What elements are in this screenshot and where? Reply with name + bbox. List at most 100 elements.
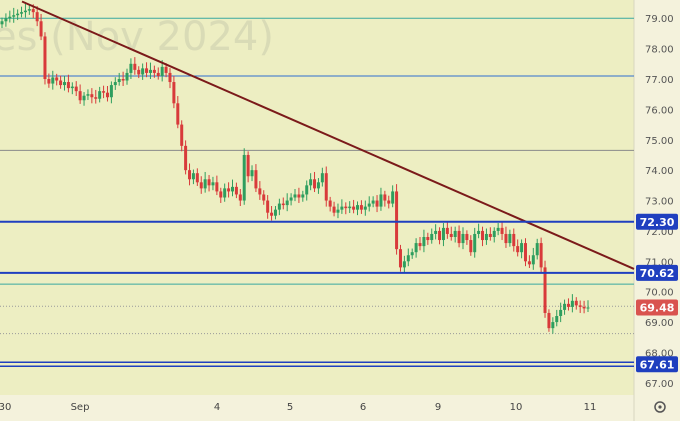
y-tick-label: 71.00 (645, 257, 674, 268)
candle-body (168, 72, 172, 83)
candle-body (367, 203, 371, 207)
candle-body (102, 91, 106, 93)
candle-body (51, 77, 55, 84)
y-tick-label: 74.00 (645, 166, 674, 177)
candle-body (148, 69, 152, 73)
candle-body (418, 243, 422, 247)
candle-body (563, 303, 567, 310)
candle-body (523, 243, 527, 262)
candle-body (457, 230, 461, 244)
candle-body (160, 66, 164, 76)
candle-body (254, 170, 258, 189)
candle-body (43, 36, 47, 79)
candle-body (512, 233, 516, 247)
candle-body (469, 240, 473, 253)
candle-body (133, 63, 137, 70)
candle-body (406, 255, 410, 262)
last-price-tag: 69.48 (640, 301, 675, 314)
candle-body (383, 194, 387, 201)
candle-body (363, 206, 367, 210)
candle-body (70, 86, 74, 89)
candle-body (31, 9, 35, 13)
y-tick-label: 78.00 (645, 45, 674, 56)
candle-body (570, 300, 574, 307)
candle-body (35, 12, 39, 22)
level-price-tag-bg (636, 264, 678, 281)
candle-body (348, 206, 352, 209)
candle-body (359, 205, 363, 210)
level-price-tag-bg (636, 213, 678, 230)
candle-body (156, 72, 160, 76)
candle-body (477, 230, 481, 234)
candle-body (277, 203, 281, 210)
candle-body (586, 307, 590, 309)
candle-body (426, 237, 430, 241)
x-tick-label: 4 (214, 402, 220, 413)
x-tick-label: 9 (435, 402, 441, 413)
candle-body (543, 267, 547, 313)
y-tick-label: 69.00 (645, 318, 674, 329)
candle-body (379, 194, 383, 207)
candle-body (559, 309, 563, 316)
candle-body (8, 16, 12, 19)
level-price-tag: 72.30 (640, 216, 675, 229)
candle-body (566, 303, 570, 307)
candle-body (82, 95, 86, 101)
candle-body (375, 200, 379, 207)
candle-body (332, 206, 336, 213)
candle-body (574, 300, 578, 306)
candle-body (86, 94, 90, 96)
candle-body (438, 230, 442, 241)
candle-body (215, 182, 219, 192)
trendline (21, 0, 635, 270)
candle-body (20, 12, 24, 14)
candle-body (90, 94, 94, 98)
candle-body (305, 185, 309, 195)
candle-body (227, 188, 231, 192)
x-tick-label: 10 (510, 402, 523, 413)
candle-body (137, 69, 141, 75)
candle-body (328, 200, 332, 207)
y-tick-label: 76.00 (645, 105, 674, 116)
y-tick-label: 70.00 (645, 288, 674, 299)
candle-body (289, 197, 293, 201)
y-tick-label: 68.00 (645, 348, 674, 359)
candle-body (203, 179, 207, 189)
candle-body (55, 77, 59, 81)
candle-body (508, 233, 512, 244)
candle-body (473, 233, 477, 253)
candle-body (273, 209, 277, 216)
candle-body (63, 82, 67, 86)
candle-body (59, 80, 63, 86)
candle-body (266, 200, 270, 213)
candle-body (223, 188, 227, 198)
candle-body (285, 200, 289, 206)
candle-body (219, 191, 223, 198)
candle-body (453, 230, 457, 237)
candle-body (125, 72, 129, 81)
candle-body (164, 66, 168, 73)
candle-body (0, 21, 4, 25)
gear-icon[interactable] (654, 401, 666, 413)
candle-body (391, 191, 395, 204)
y-tick-label: 79.00 (645, 14, 674, 25)
candle-body (230, 186, 234, 192)
candle-body (481, 230, 485, 241)
candle-body (387, 200, 391, 204)
x-tick-label: 30 (0, 402, 11, 413)
candle-body (371, 200, 375, 204)
candle-body (78, 91, 82, 101)
candle-body (316, 182, 320, 189)
candle-body (461, 233, 465, 244)
candle-body (141, 68, 145, 75)
candle-body (465, 233, 469, 241)
candle-body (352, 206, 356, 210)
candle-body (184, 145, 188, 171)
candle-body (293, 194, 297, 198)
candle-body (484, 233, 488, 241)
level-price-tag-bg (636, 356, 678, 373)
candle-body (492, 230, 496, 237)
candle-body (234, 186, 238, 195)
candle-body (582, 306, 586, 309)
